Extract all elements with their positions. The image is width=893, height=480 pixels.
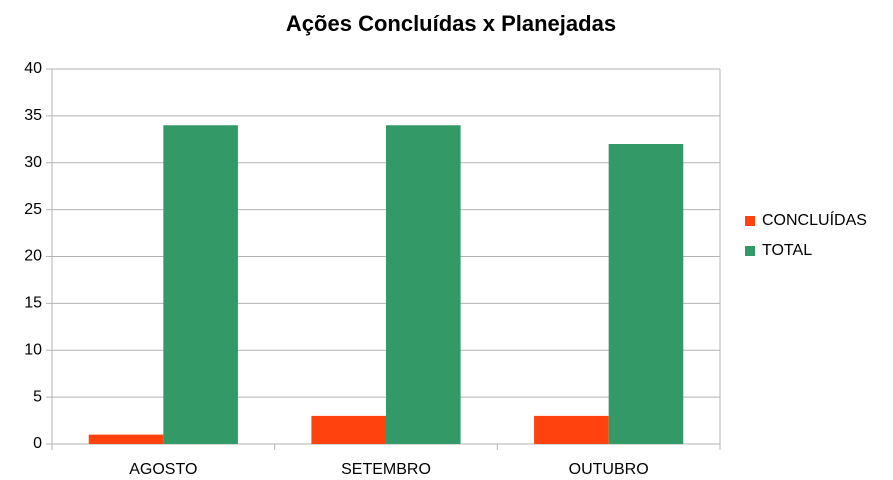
bar (386, 125, 461, 444)
y-tick-label: 10 (24, 341, 42, 358)
bar (311, 415, 386, 444)
legend-swatch (745, 246, 755, 256)
y-tick-label: 20 (24, 248, 42, 265)
y-tick-label: 0 (33, 435, 42, 452)
y-tick-label: 15 (24, 295, 42, 312)
x-tick-label: SETEMBRO (341, 461, 431, 478)
y-tick-label: 40 (24, 60, 42, 77)
y-tick-label: 5 (33, 388, 42, 405)
bar (608, 144, 684, 444)
chart-title: Ações Concluídas x Planejadas (286, 11, 616, 36)
y-tick-label: 30 (24, 154, 42, 171)
x-tick-label: OUTUBRO (569, 461, 649, 478)
legend-swatch (745, 216, 755, 226)
y-tick-label: 25 (24, 201, 42, 218)
legend-label: TOTAL (762, 242, 812, 259)
bar (88, 434, 164, 444)
x-tick-label: AGOSTO (129, 461, 197, 478)
y-tick-label: 35 (24, 107, 42, 124)
legend-label: CONCLUÍDAS (762, 210, 867, 229)
bar (534, 415, 609, 444)
bar (163, 125, 238, 444)
